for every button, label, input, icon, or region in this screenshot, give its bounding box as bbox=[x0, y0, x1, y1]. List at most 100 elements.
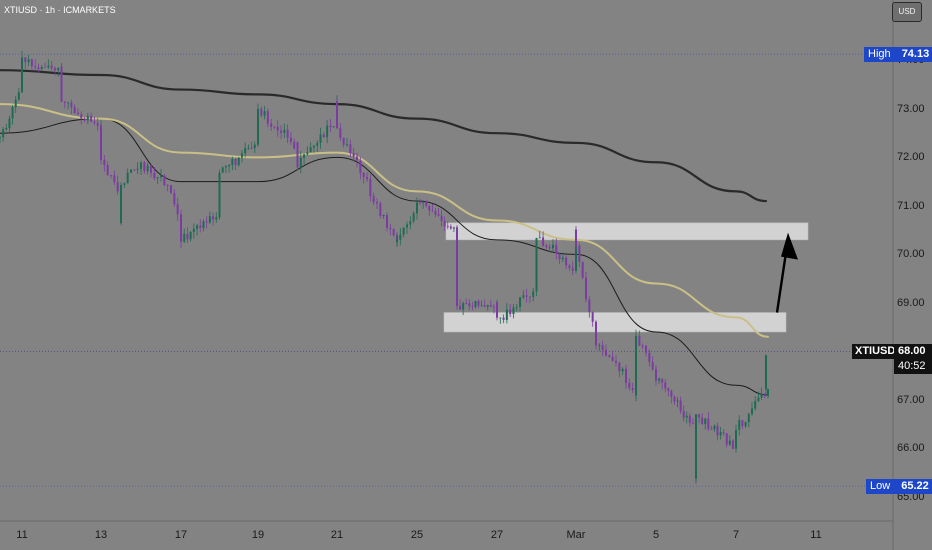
candle[interactable] bbox=[515, 303, 518, 312]
candle[interactable] bbox=[276, 120, 279, 137]
candle[interactable] bbox=[237, 157, 240, 167]
candle[interactable] bbox=[21, 50, 23, 93]
candle[interactable] bbox=[40, 64, 43, 71]
candle[interactable] bbox=[173, 189, 176, 207]
candle[interactable] bbox=[106, 161, 109, 176]
candle[interactable] bbox=[356, 152, 358, 168]
candle[interactable] bbox=[502, 314, 505, 324]
candle[interactable] bbox=[542, 231, 545, 247]
candle[interactable] bbox=[96, 118, 99, 131]
candle[interactable] bbox=[462, 301, 465, 316]
candle[interactable] bbox=[477, 299, 480, 308]
candle[interactable] bbox=[153, 167, 156, 181]
candle[interactable] bbox=[180, 217, 182, 249]
candle[interactable] bbox=[558, 252, 561, 264]
candle[interactable] bbox=[316, 140, 319, 152]
candle[interactable] bbox=[707, 412, 710, 432]
candle[interactable] bbox=[283, 123, 286, 138]
candle[interactable] bbox=[631, 382, 634, 393]
candle[interactable] bbox=[763, 392, 766, 399]
candle[interactable] bbox=[611, 350, 614, 362]
candle[interactable] bbox=[670, 389, 673, 404]
candle[interactable] bbox=[741, 420, 744, 430]
candle[interactable] bbox=[296, 141, 299, 171]
candle[interactable] bbox=[396, 233, 398, 247]
candle[interactable] bbox=[379, 201, 382, 219]
candle[interactable] bbox=[425, 199, 428, 208]
candle[interactable] bbox=[601, 340, 604, 357]
candle[interactable] bbox=[483, 299, 486, 308]
candle[interactable] bbox=[754, 395, 757, 411]
candle[interactable] bbox=[116, 175, 119, 195]
candle[interactable] bbox=[263, 106, 266, 120]
candle[interactable] bbox=[437, 207, 440, 217]
candle[interactable] bbox=[231, 156, 234, 171]
candle[interactable] bbox=[322, 132, 325, 138]
candle[interactable] bbox=[293, 138, 296, 150]
candle[interactable] bbox=[655, 365, 657, 386]
candle[interactable] bbox=[27, 54, 30, 67]
candle[interactable] bbox=[90, 112, 93, 123]
candle[interactable] bbox=[760, 387, 763, 401]
candle[interactable] bbox=[416, 197, 418, 208]
candle[interactable] bbox=[568, 263, 571, 272]
candle[interactable] bbox=[575, 226, 577, 250]
candle[interactable] bbox=[449, 224, 452, 230]
candle[interactable] bbox=[306, 146, 309, 156]
candle[interactable] bbox=[346, 138, 348, 147]
candle[interactable] bbox=[641, 343, 644, 350]
candle[interactable] bbox=[695, 414, 697, 483]
candle[interactable] bbox=[664, 379, 667, 393]
candle[interactable] bbox=[234, 157, 237, 171]
candle[interactable] bbox=[349, 139, 352, 158]
candle[interactable] bbox=[309, 142, 312, 153]
candle[interactable] bbox=[440, 209, 443, 227]
candle[interactable] bbox=[83, 116, 86, 123]
candle[interactable] bbox=[336, 98, 338, 129]
candle[interactable] bbox=[205, 216, 208, 229]
candle[interactable] bbox=[389, 223, 392, 236]
candle[interactable] bbox=[123, 182, 126, 189]
candle[interactable] bbox=[247, 144, 250, 151]
candle[interactable] bbox=[456, 226, 458, 310]
candle[interactable] bbox=[266, 108, 269, 128]
candle[interactable] bbox=[471, 301, 474, 311]
candle[interactable] bbox=[103, 155, 106, 172]
candle[interactable] bbox=[638, 330, 641, 347]
candle[interactable] bbox=[150, 164, 152, 178]
candle[interactable] bbox=[240, 150, 243, 163]
candle[interactable] bbox=[645, 345, 647, 357]
candle[interactable] bbox=[468, 299, 471, 311]
candle[interactable] bbox=[512, 304, 515, 319]
candle[interactable] bbox=[218, 169, 221, 189]
candle[interactable] bbox=[8, 115, 11, 134]
candle[interactable] bbox=[260, 106, 263, 118]
candle[interactable] bbox=[725, 433, 728, 448]
candle[interactable] bbox=[551, 239, 554, 253]
candle[interactable] bbox=[289, 132, 292, 146]
candle[interactable] bbox=[366, 172, 368, 183]
candle[interactable] bbox=[505, 303, 508, 324]
candle[interactable] bbox=[24, 56, 27, 69]
candle[interactable] bbox=[406, 221, 408, 234]
projection-arrow[interactable] bbox=[775, 232, 798, 313]
candle[interactable] bbox=[140, 160, 142, 175]
candle[interactable] bbox=[474, 300, 477, 309]
candle[interactable] bbox=[522, 290, 525, 300]
candle[interactable] bbox=[492, 303, 495, 314]
candle[interactable] bbox=[651, 356, 654, 371]
candle[interactable] bbox=[532, 288, 535, 302]
candle[interactable] bbox=[189, 230, 192, 242]
candle[interactable] bbox=[598, 343, 601, 352]
candle[interactable] bbox=[412, 211, 415, 224]
candle[interactable] bbox=[595, 320, 597, 350]
candle[interactable] bbox=[196, 223, 199, 236]
candle[interactable] bbox=[17, 87, 20, 101]
candle[interactable] bbox=[332, 126, 335, 128]
candle[interactable] bbox=[722, 428, 725, 436]
candle[interactable] bbox=[143, 160, 146, 174]
candle[interactable] bbox=[14, 95, 17, 113]
candle[interactable] bbox=[163, 174, 166, 187]
candle[interactable] bbox=[565, 255, 568, 270]
